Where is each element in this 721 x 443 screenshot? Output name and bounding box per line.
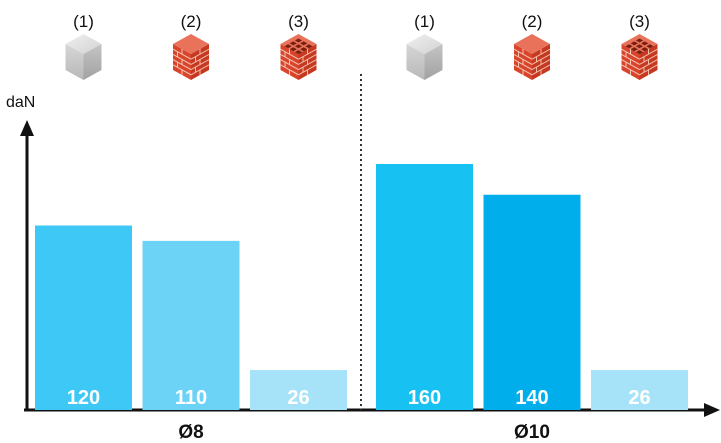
bar-value-label: 26 — [628, 387, 650, 409]
bars-layer — [35, 164, 688, 410]
concrete-block-icon — [406, 34, 443, 80]
bar-group1-item2 — [142, 240, 240, 410]
material-marker-label: (2) — [522, 12, 543, 31]
hollow-brick-icon — [621, 34, 658, 80]
concrete-block-icon — [65, 34, 102, 80]
bar-group1-item1 — [35, 225, 132, 410]
bar-value-label: 140 — [515, 387, 548, 409]
material-marker-label: (3) — [288, 12, 309, 31]
material-marker-label: (2) — [181, 12, 202, 31]
solid-brick-icon — [513, 34, 551, 80]
y-axis-arrow — [20, 120, 34, 136]
bar-group2-item1 — [376, 164, 473, 410]
bar-group2-item2 — [483, 194, 581, 410]
material-marker-label: (3) — [629, 12, 650, 31]
group-label: Ø10 — [514, 422, 550, 443]
bar-value-label: 26 — [287, 387, 309, 409]
bar-group2-item3 — [591, 370, 688, 410]
group-label: Ø8 — [178, 422, 203, 443]
labels-layer: 120 (1) 110 (2) 26 (3) Ø8 160 (1) 140 (2) 26 (3) Ø10 — [67, 12, 651, 443]
hollow-brick-icon — [280, 34, 317, 80]
material-icons-layer — [65, 34, 658, 80]
solid-brick-icon — [172, 34, 210, 80]
y-axis-label: daN — [6, 94, 35, 111]
bar-value-label: 160 — [408, 387, 441, 409]
material-marker-label: (1) — [414, 12, 435, 31]
material-marker-label: (1) — [73, 12, 94, 31]
x-axis-arrow — [704, 403, 720, 417]
bar-value-label: 110 — [175, 387, 207, 409]
bar-value-label: 120 — [67, 387, 100, 409]
bar-group1-item3 — [250, 370, 347, 410]
